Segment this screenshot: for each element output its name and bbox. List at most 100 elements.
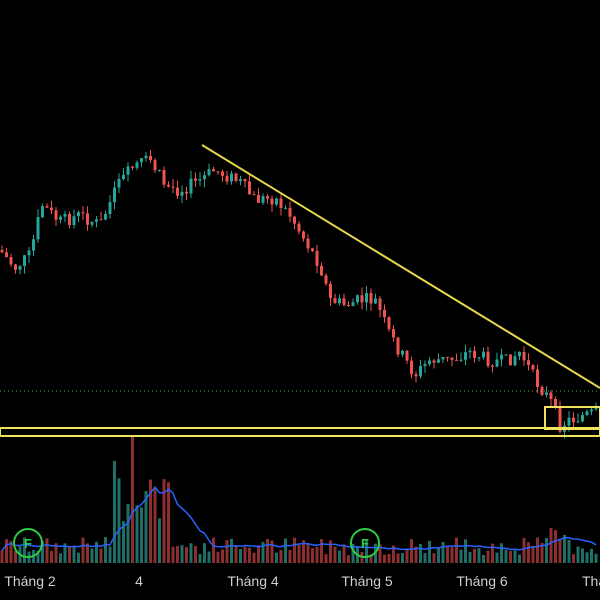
volume-bar bbox=[315, 546, 319, 563]
candle-body bbox=[162, 169, 166, 185]
x-axis: Tháng 2 4 Tháng 4 Tháng 5 Tháng 6 Thá bbox=[4, 573, 600, 589]
volume-bar bbox=[99, 548, 103, 563]
candle-body bbox=[378, 298, 382, 310]
candle-body bbox=[333, 298, 337, 304]
candle-body bbox=[585, 411, 589, 416]
candle-body bbox=[225, 175, 229, 182]
candle-body bbox=[230, 173, 233, 182]
candle-body bbox=[243, 179, 247, 182]
candle-body bbox=[189, 178, 193, 194]
candle-body bbox=[59, 216, 62, 220]
volume-bar bbox=[275, 552, 278, 563]
volume-bar bbox=[581, 548, 584, 563]
volume-bar bbox=[468, 551, 472, 563]
volume-bar bbox=[365, 539, 368, 563]
candle-body bbox=[374, 298, 377, 304]
candle-body bbox=[428, 360, 431, 365]
volume-bar bbox=[95, 541, 98, 563]
candle-body bbox=[419, 366, 422, 377]
candles bbox=[0, 149, 598, 439]
volume-bar bbox=[23, 537, 26, 563]
volume-bar bbox=[221, 549, 224, 563]
candle-body bbox=[594, 408, 598, 410]
candle-body bbox=[50, 207, 53, 211]
candle-body bbox=[513, 356, 517, 366]
volume-bar bbox=[473, 548, 476, 563]
candle-body bbox=[239, 179, 242, 182]
candle-body bbox=[347, 304, 350, 307]
volume-bar bbox=[266, 539, 269, 563]
volume-bar bbox=[522, 537, 526, 563]
candle-body bbox=[432, 360, 436, 363]
descending-trendline bbox=[201, 144, 600, 389]
volume-bar bbox=[576, 546, 580, 563]
candle-body bbox=[423, 364, 427, 367]
volume-bar bbox=[495, 552, 499, 563]
marker-label: F bbox=[24, 536, 32, 551]
candle-body bbox=[293, 216, 296, 224]
volume-bar bbox=[558, 538, 562, 563]
x-tick-label: Thá bbox=[582, 573, 600, 589]
volume-bar bbox=[509, 550, 512, 563]
volume-bar bbox=[387, 553, 391, 563]
volume-bar bbox=[567, 539, 571, 563]
candle-body bbox=[302, 231, 305, 239]
volume-bar bbox=[392, 545, 395, 563]
candle-body bbox=[203, 175, 206, 180]
volume-bar bbox=[68, 546, 71, 563]
candle-body bbox=[14, 264, 17, 270]
volume-bar bbox=[104, 537, 107, 563]
volume-bar bbox=[437, 547, 440, 563]
volume-bar bbox=[369, 554, 373, 563]
volume-bar bbox=[531, 545, 535, 563]
volume-bar bbox=[311, 548, 314, 563]
candle-body bbox=[266, 196, 269, 199]
volume-bar bbox=[167, 482, 170, 563]
volume-bar bbox=[297, 544, 301, 563]
candle-body bbox=[72, 216, 76, 226]
candle-body bbox=[0, 250, 4, 253]
volume-bar bbox=[486, 550, 490, 563]
candle-body bbox=[486, 351, 490, 366]
candle-body bbox=[324, 275, 328, 284]
marker-label: F bbox=[361, 536, 369, 551]
candle-body bbox=[198, 179, 202, 181]
volume-bar bbox=[176, 546, 179, 563]
candle-body bbox=[473, 350, 476, 358]
volume-bar bbox=[171, 546, 175, 563]
volume-bar bbox=[563, 534, 566, 563]
candle-body bbox=[441, 356, 445, 360]
volume-bar bbox=[122, 521, 125, 563]
volume-bar bbox=[585, 552, 589, 563]
volume-bar bbox=[185, 547, 188, 563]
volume-bar bbox=[131, 435, 134, 563]
volume-bar bbox=[284, 538, 287, 563]
candle-body bbox=[311, 248, 314, 251]
volume-bar bbox=[9, 540, 13, 563]
volume-bar bbox=[540, 542, 544, 563]
volume-bar bbox=[324, 554, 328, 563]
candle-body bbox=[153, 160, 157, 171]
candle-body bbox=[549, 392, 553, 399]
candle-body bbox=[410, 360, 413, 375]
candle-body bbox=[392, 329, 395, 338]
candle-body bbox=[288, 207, 292, 217]
candle-body bbox=[369, 293, 373, 304]
volume-bar bbox=[261, 541, 265, 563]
candle-body bbox=[576, 421, 580, 423]
candle-body bbox=[297, 223, 301, 232]
candle-body bbox=[257, 194, 260, 203]
volume-bar bbox=[545, 538, 548, 563]
volume-bar bbox=[63, 543, 67, 563]
candle-body bbox=[581, 415, 584, 422]
candle-body bbox=[63, 213, 67, 217]
candle-body bbox=[383, 309, 386, 318]
candle-body bbox=[248, 181, 251, 195]
volume-bar bbox=[342, 544, 346, 563]
volume-bar bbox=[441, 541, 445, 563]
volume-bar bbox=[464, 539, 467, 563]
candle-body bbox=[518, 351, 521, 357]
volume-bar bbox=[347, 554, 350, 563]
volume-bar bbox=[554, 530, 557, 563]
